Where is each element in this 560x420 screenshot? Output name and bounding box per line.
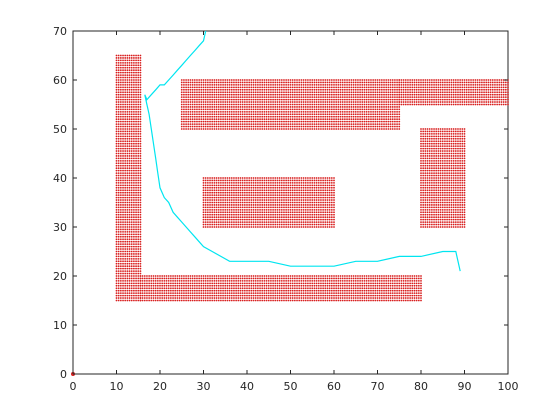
x-tick-label: 50 <box>284 380 298 393</box>
y-tick-label: 0 <box>60 368 67 381</box>
x-tick-label: 60 <box>327 380 341 393</box>
x-tick-label: 90 <box>458 380 472 393</box>
y-tick-label: 70 <box>53 25 67 38</box>
x-tick-label: 0 <box>70 380 77 393</box>
x-tick-label: 70 <box>371 380 385 393</box>
x-tick-label: 20 <box>153 380 167 393</box>
obstacle-2 <box>139 275 422 302</box>
x-tick-label: 30 <box>197 380 211 393</box>
y-tick-label: 20 <box>53 270 67 283</box>
obstacle-3 <box>180 79 401 130</box>
y-tick-label: 50 <box>53 123 67 136</box>
x-tick-label: 10 <box>110 380 124 393</box>
y-tick-label: 30 <box>53 221 67 234</box>
obstacle-points-layer <box>115 54 509 302</box>
y-tick-label: 40 <box>53 172 67 185</box>
x-tick-label: 40 <box>240 380 254 393</box>
y-tick-label: 10 <box>53 319 67 332</box>
x-tick-label: 100 <box>498 380 519 393</box>
x-axis: 0 10 20 30 40 50 60 70 80 90 100 <box>70 31 519 393</box>
obstacle-4 <box>398 79 509 106</box>
x-tick-label: 80 <box>414 380 428 393</box>
obstacle-6 <box>420 128 466 228</box>
path-line <box>144 30 461 272</box>
y-tick-label: 60 <box>53 74 67 87</box>
obstacle-5 <box>202 177 335 228</box>
y-axis: 0 10 20 30 40 50 60 70 <box>53 25 508 381</box>
obstacle-1 <box>115 54 142 302</box>
